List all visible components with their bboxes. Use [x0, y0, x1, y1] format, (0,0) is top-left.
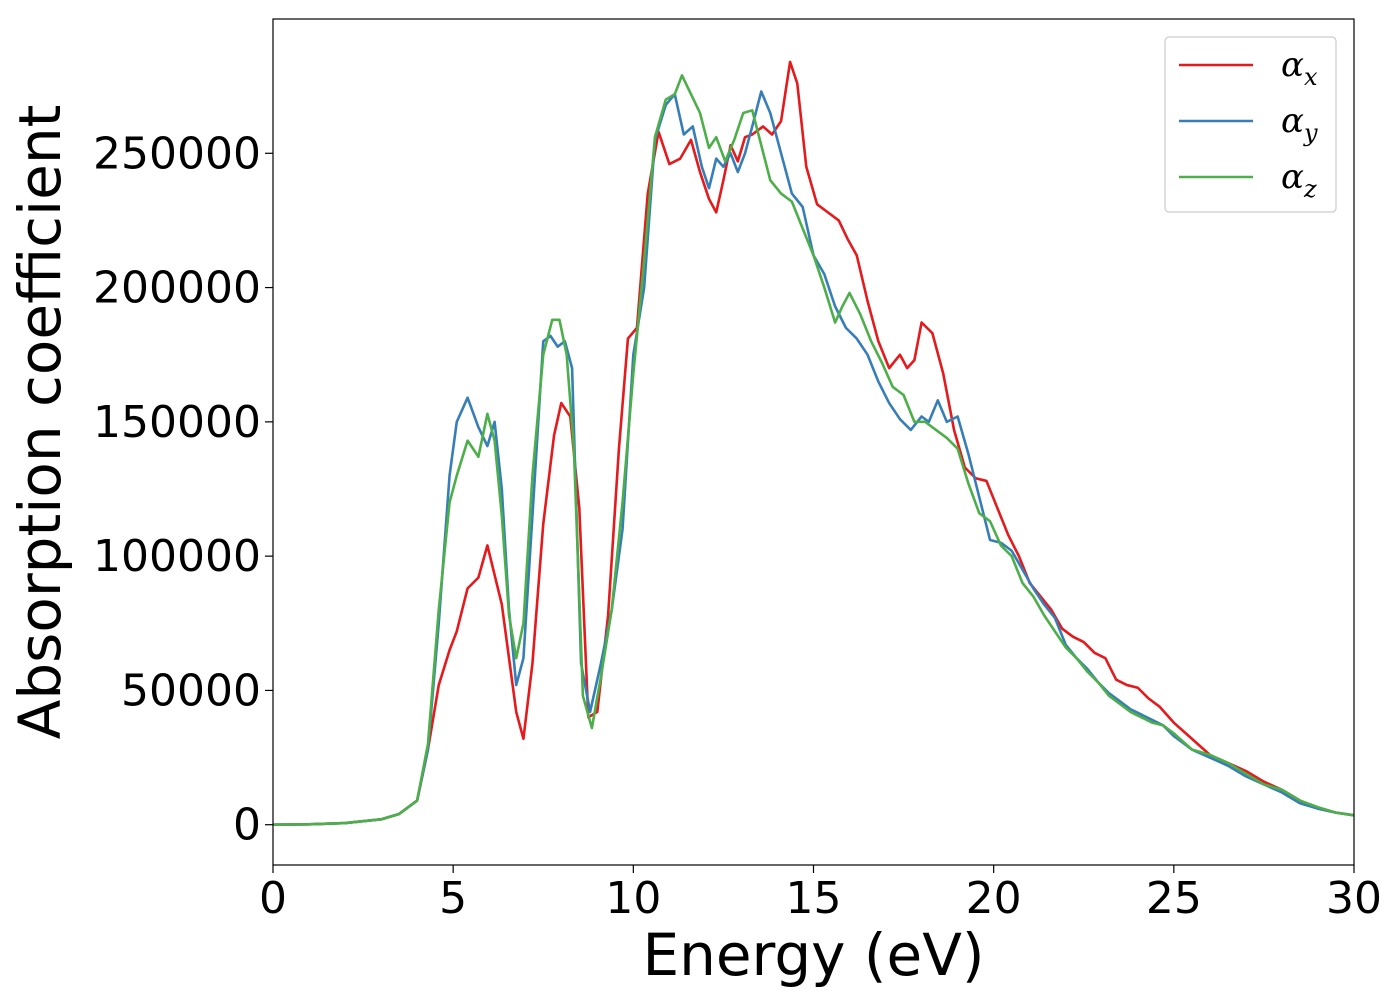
x-tick-label: 5 — [439, 873, 467, 924]
legend-subscript: x — [1304, 63, 1318, 91]
legend-label-z: αz — [1281, 157, 1317, 203]
y-axis: 0 50000 100000 150000 200000 250000 — [93, 128, 273, 851]
x-axis-title: Energy (eV) — [642, 921, 984, 989]
y-tick-label: 200000 — [93, 263, 261, 314]
x-axis: 0 5 10 15 20 25 30 — [259, 865, 1382, 924]
legend-label-x: αx — [1281, 45, 1318, 91]
legend-box — [1164, 36, 1337, 213]
legend-subscript: y — [1303, 119, 1318, 147]
legend-subscript: z — [1303, 175, 1317, 203]
legend-label-y: αy — [1281, 101, 1318, 147]
legend-symbol: α — [1281, 157, 1304, 197]
legend-symbol: α — [1281, 101, 1304, 141]
y-tick-label: 50000 — [121, 665, 261, 716]
y-tick-label: 250000 — [93, 128, 261, 179]
x-tick-label: 25 — [1146, 873, 1202, 924]
y-axis-title: Absorption coefficient — [6, 105, 74, 740]
y-tick-label: 100000 — [93, 531, 261, 582]
series-layer — [273, 60, 1354, 827]
legend-symbol: α — [1281, 45, 1304, 85]
x-tick-label: 30 — [1326, 873, 1382, 924]
x-tick-label: 20 — [966, 873, 1022, 924]
x-tick-label: 15 — [786, 873, 842, 924]
series-line-z — [273, 74, 1354, 827]
y-tick-label: 150000 — [93, 397, 261, 448]
series-line-x — [273, 60, 1354, 827]
y-tick-label: 0 — [233, 800, 261, 851]
x-tick-label: 10 — [605, 873, 661, 924]
series-line-y — [273, 90, 1354, 827]
x-tick-label: 0 — [259, 873, 287, 924]
